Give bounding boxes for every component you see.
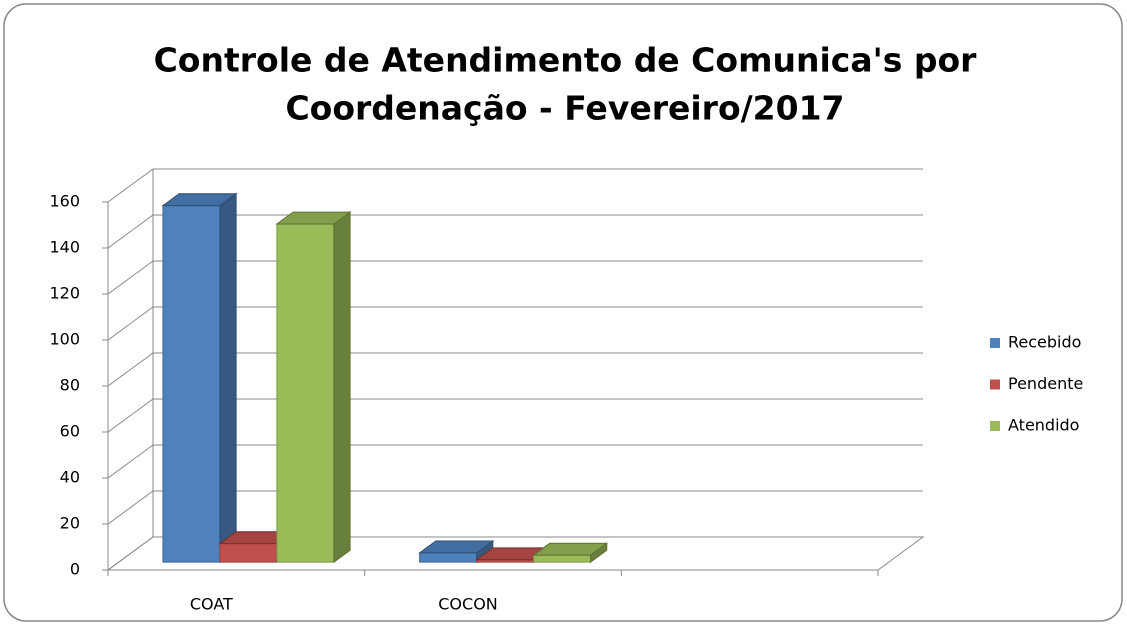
legend-swatch: [990, 421, 1000, 431]
bar-front: [162, 205, 221, 563]
y-tick-label: 0: [70, 560, 80, 579]
grid-line: [107, 352, 923, 387]
bar-top: [418, 540, 495, 554]
legend-swatch: [990, 338, 1000, 348]
y-tick-label: 100: [49, 330, 80, 349]
x-tick-label: COAT: [190, 595, 233, 614]
bar-front: [276, 223, 335, 563]
chart-title: Controle de Atendimento de Comunica's po…: [154, 41, 978, 80]
bar-side: [333, 211, 351, 564]
grid-line: [107, 490, 923, 525]
bar: [161, 192, 238, 564]
y-tick-label: 160: [49, 192, 80, 211]
y-tick-label: 140: [49, 238, 80, 257]
legend-label: Recebido: [1008, 333, 1081, 352]
bar: [418, 540, 495, 564]
grid-line: [107, 214, 923, 249]
y-tick-label: 60: [60, 422, 80, 441]
bar: [532, 542, 609, 564]
y-tick-label: 120: [49, 284, 80, 303]
grid-line: [107, 444, 923, 479]
bar: [275, 211, 352, 564]
legend-swatch: [990, 379, 1000, 390]
grid-line: [107, 306, 923, 341]
legend-label: Pendente: [1008, 374, 1083, 393]
bar-top: [275, 211, 352, 225]
bar-front: [419, 552, 478, 563]
bar-top: [161, 193, 238, 207]
grid-line: [107, 536, 923, 571]
bar-front: [219, 543, 278, 563]
legend-label: Atendido: [1008, 416, 1079, 435]
bar-front: [533, 554, 592, 563]
grid-line: [107, 168, 923, 203]
bar-side: [219, 192, 237, 564]
grid-line: [107, 260, 923, 295]
chart-title: Coordenação - Fevereiro/2017: [285, 89, 844, 128]
grid-line: [107, 398, 923, 433]
x-tick-label: COCON: [438, 595, 498, 614]
y-tick-label: 80: [60, 376, 80, 395]
bar-top: [532, 542, 609, 556]
y-tick-label: 20: [60, 514, 80, 533]
y-tick-label: 40: [60, 468, 80, 487]
